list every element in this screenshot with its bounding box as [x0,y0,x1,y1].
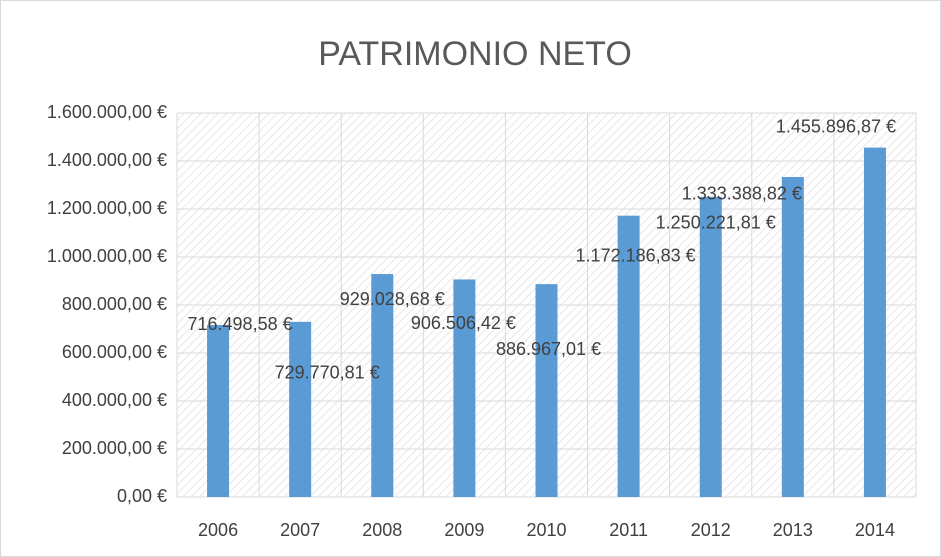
data-label: 1.172.186,83 € [576,245,696,265]
y-tick-label: 400.000,00 € [62,390,167,410]
bar [617,215,640,497]
y-tick-label: 600.000,00 € [62,342,167,362]
chart-title: PATRIMONIO NETO [318,35,632,73]
y-tick-label: 1.400.000,00 € [47,150,167,170]
bar [535,284,558,497]
x-tick-label: 2007 [280,520,320,540]
y-tick-label: 1.200.000,00 € [47,198,167,218]
y-tick-label: 1.000.000,00 € [47,246,167,266]
x-tick-label: 2012 [691,520,731,540]
data-label: 1.250.221,81 € [656,213,776,233]
y-tick-label: 0,00 € [117,486,167,506]
y-tick-label: 800.000,00 € [62,294,167,314]
x-tick-label: 2008 [362,520,402,540]
data-label: 1.455.896,87 € [776,116,896,136]
x-tick-label: 2011 [609,520,648,540]
bar [699,196,722,497]
x-tick-label: 2006 [198,520,238,540]
data-label: 929.028,68 € [340,289,445,309]
x-tick-label: 2013 [773,520,813,540]
data-label: 1.333.388,82 € [682,184,802,204]
x-tick-label: 2014 [855,520,895,540]
x-tick-label: 2009 [444,520,484,540]
bar [453,279,476,497]
data-label: 886.967,01 € [496,339,601,359]
bar [863,147,886,497]
bar [371,274,394,497]
data-label: 729.770,81 € [275,363,380,383]
bar [289,321,312,497]
y-tick-label: 1.600.000,00 € [47,102,167,122]
x-tick-label: 2010 [526,520,566,540]
data-label: 716.498,58 € [188,314,293,334]
data-label: 906.506,42 € [411,313,516,333]
y-tick-label: 200.000,00 € [62,438,167,458]
bar [207,325,230,497]
bar [781,176,804,497]
